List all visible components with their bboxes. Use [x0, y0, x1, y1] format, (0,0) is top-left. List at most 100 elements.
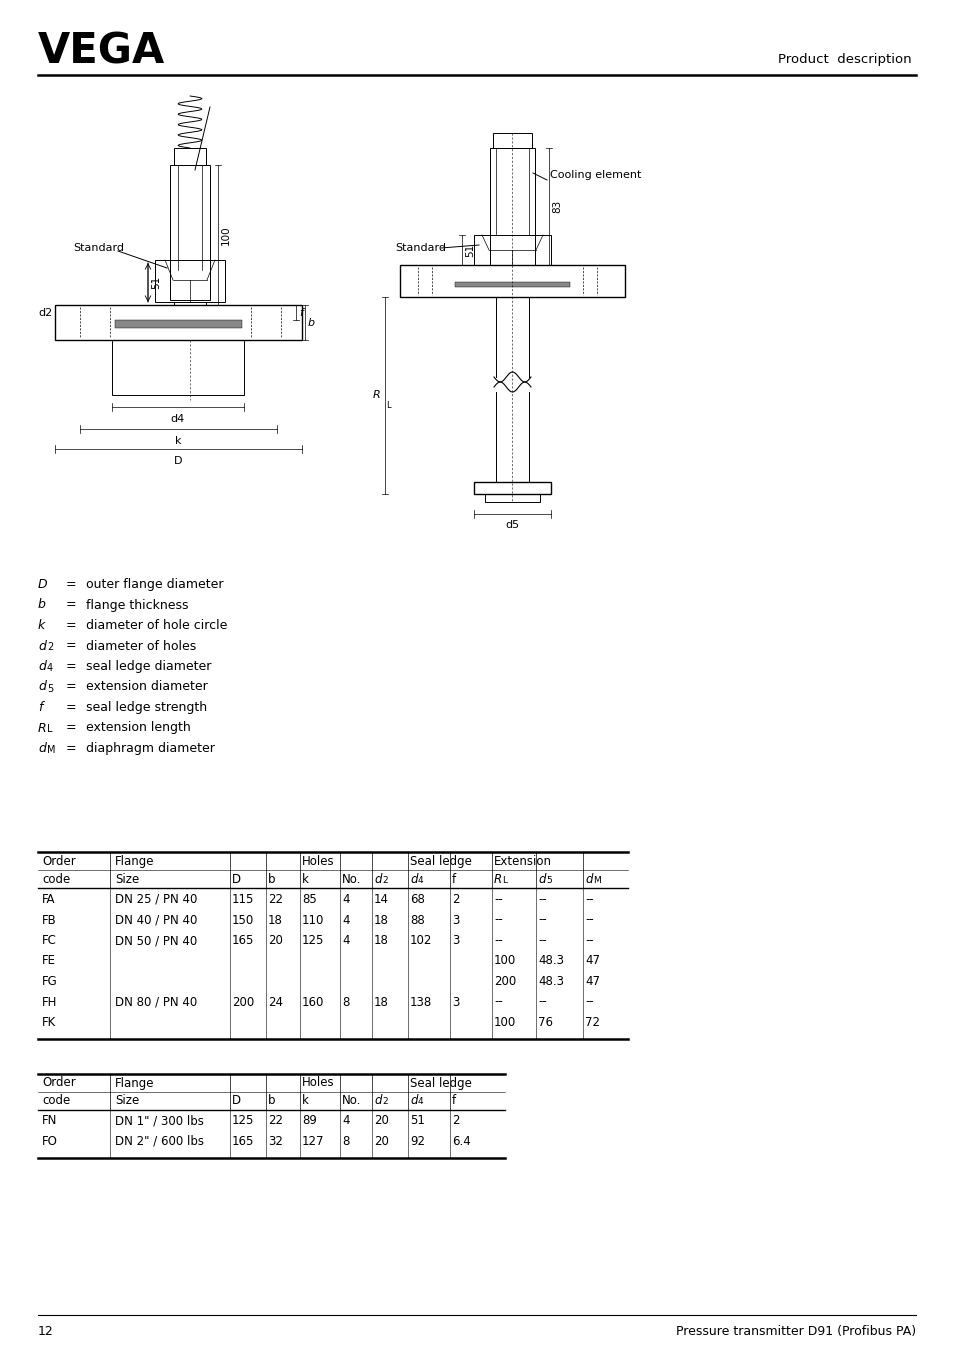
Text: 100: 100	[494, 1015, 516, 1029]
Text: --: --	[494, 995, 502, 1009]
Text: d: d	[38, 742, 46, 754]
Bar	[399, 265, 624, 297]
Text: 2: 2	[452, 1114, 459, 1128]
Text: code: code	[42, 1095, 71, 1107]
Text: 4: 4	[417, 876, 423, 886]
Text: 100: 100	[494, 955, 516, 968]
Text: Seal ledge: Seal ledge	[410, 1076, 472, 1090]
Text: Seal ledge: Seal ledge	[410, 854, 472, 868]
Text: d: d	[38, 680, 46, 694]
Text: 110: 110	[302, 914, 324, 926]
Text: M: M	[593, 876, 600, 886]
Text: 200: 200	[494, 975, 516, 988]
Text: 85: 85	[302, 894, 316, 906]
Text: VEGA: VEGA	[38, 30, 165, 72]
Text: k: k	[175, 435, 182, 446]
Text: FN: FN	[42, 1114, 57, 1128]
Text: 160: 160	[302, 995, 324, 1009]
Text: k: k	[302, 1095, 309, 1107]
Text: D: D	[232, 873, 241, 886]
Text: --: --	[537, 894, 546, 906]
Text: f: f	[38, 700, 42, 714]
Text: FK: FK	[42, 1015, 56, 1029]
Text: --: --	[584, 894, 593, 906]
Text: FG: FG	[42, 975, 58, 988]
Text: seal ledge diameter: seal ledge diameter	[86, 660, 212, 673]
Text: 200: 200	[232, 995, 254, 1009]
Text: D: D	[174, 456, 183, 466]
Text: diaphragm diameter: diaphragm diameter	[86, 742, 214, 754]
Text: 5: 5	[47, 684, 53, 694]
Text: Flange: Flange	[115, 854, 154, 868]
Text: diameter of hole circle: diameter of hole circle	[86, 619, 227, 631]
Text: 5: 5	[545, 876, 551, 886]
Text: Standard: Standard	[73, 243, 124, 253]
Text: R: R	[494, 873, 501, 886]
Text: 76: 76	[537, 1015, 553, 1029]
Text: 6.4: 6.4	[452, 1134, 470, 1148]
Text: b: b	[308, 318, 314, 327]
Text: 165: 165	[232, 934, 254, 946]
Text: D: D	[38, 579, 48, 591]
Text: 8: 8	[341, 1134, 349, 1148]
Text: =: =	[66, 599, 76, 611]
Text: Extension: Extension	[494, 854, 552, 868]
Text: 3: 3	[452, 914, 459, 926]
Bar	[55, 306, 302, 339]
Text: 2: 2	[381, 876, 387, 886]
Text: --: --	[494, 914, 502, 926]
Text: =: =	[66, 700, 76, 714]
Text: =: =	[66, 660, 76, 673]
Text: =: =	[66, 619, 76, 631]
Bar	[474, 483, 551, 493]
Text: L: L	[501, 876, 506, 886]
Text: --: --	[537, 914, 546, 926]
Text: --: --	[584, 934, 593, 946]
Text: 165: 165	[232, 1134, 254, 1148]
Text: f: f	[452, 873, 456, 886]
Text: d2: d2	[38, 308, 52, 318]
Text: 22: 22	[268, 894, 283, 906]
Text: 68: 68	[410, 894, 424, 906]
Text: 3: 3	[452, 995, 459, 1009]
Text: DN 50 / PN 40: DN 50 / PN 40	[115, 934, 197, 946]
Text: =: =	[66, 579, 76, 591]
Bar	[115, 320, 242, 329]
Text: outer flange diameter: outer flange diameter	[86, 579, 223, 591]
Text: extension length: extension length	[86, 722, 191, 734]
Text: d: d	[410, 873, 417, 886]
Text: d: d	[38, 660, 46, 673]
Text: --: --	[584, 914, 593, 926]
Text: 4: 4	[341, 894, 349, 906]
Text: =: =	[66, 680, 76, 694]
Text: DN 25 / PN 40: DN 25 / PN 40	[115, 894, 197, 906]
Text: d: d	[410, 1095, 417, 1107]
Text: 150: 150	[232, 914, 254, 926]
Text: Order: Order	[42, 1076, 75, 1090]
Text: FH: FH	[42, 995, 57, 1009]
Text: 138: 138	[410, 995, 432, 1009]
Text: R: R	[372, 391, 379, 400]
Text: 47: 47	[584, 955, 599, 968]
Text: =: =	[66, 722, 76, 734]
Text: 51: 51	[151, 276, 161, 289]
Text: FA: FA	[42, 894, 55, 906]
Text: 22: 22	[268, 1114, 283, 1128]
Text: 102: 102	[410, 934, 432, 946]
Text: code: code	[42, 873, 71, 886]
Text: FC: FC	[42, 934, 57, 946]
Text: DN 1" / 300 lbs: DN 1" / 300 lbs	[115, 1114, 204, 1128]
Text: Holes: Holes	[302, 854, 335, 868]
Text: d: d	[584, 873, 592, 886]
Text: 18: 18	[374, 995, 389, 1009]
Text: Product  description: Product description	[778, 54, 911, 66]
Text: b: b	[268, 873, 275, 886]
Text: 4: 4	[417, 1098, 423, 1106]
Text: --: --	[537, 934, 546, 946]
Text: extension diameter: extension diameter	[86, 680, 208, 694]
Text: 125: 125	[232, 1114, 254, 1128]
Bar	[493, 132, 532, 147]
Text: --: --	[494, 894, 502, 906]
Text: R: R	[38, 722, 47, 734]
Text: Pressure transmitter D91 (Profibus PA): Pressure transmitter D91 (Profibus PA)	[675, 1325, 915, 1338]
